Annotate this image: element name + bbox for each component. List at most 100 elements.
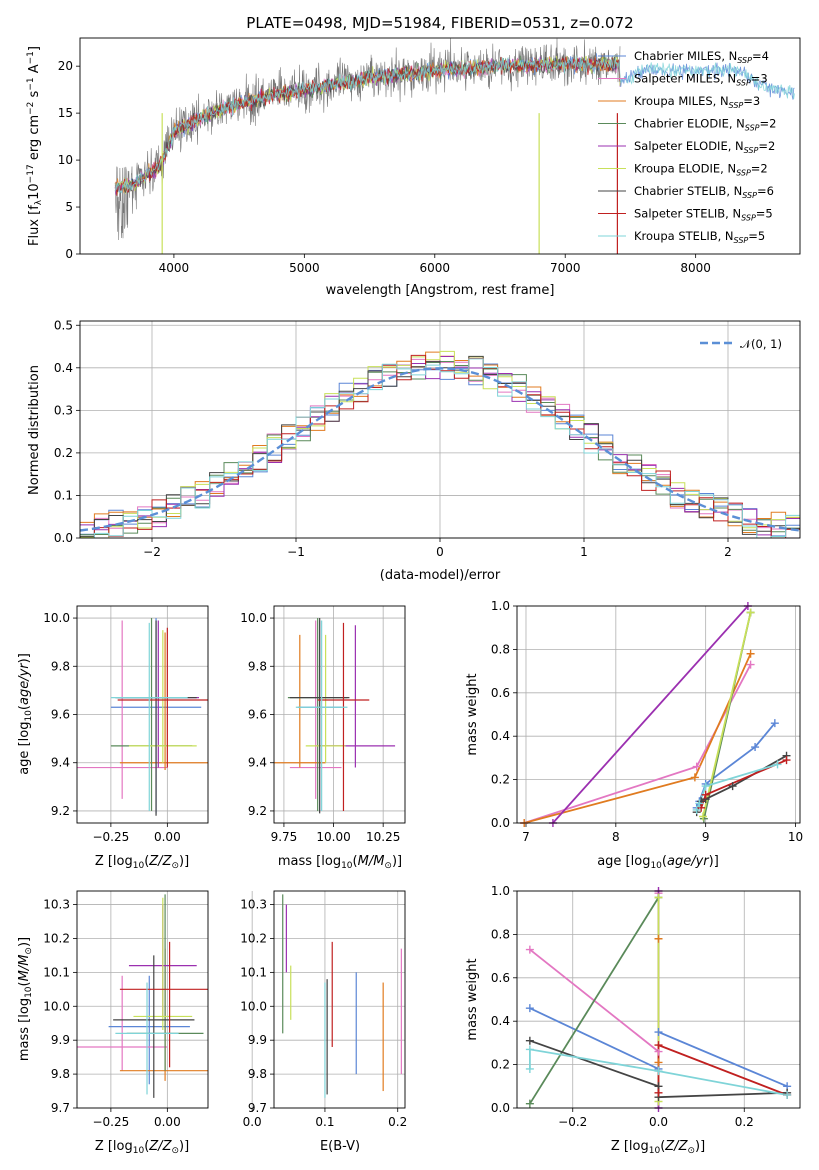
- y-tick-label: 9.6: [51, 708, 70, 722]
- label-part: 10: [650, 861, 662, 871]
- series-line-kroupa-stelib: [695, 763, 778, 811]
- y-tick-label: 0: [65, 247, 73, 261]
- chart-mass_vs_EBV: 0.0 0.1 0.2 9.7 9.8 9.9 10.0 10.1 10.2 10.3 E(B-V): [240, 890, 407, 1154]
- y-tick-label: 10.3: [240, 898, 267, 912]
- y-tick-label: 9.8: [51, 659, 70, 673]
- legend-nssp: =3: [751, 72, 768, 86]
- series-marker: [698, 812, 707, 821]
- y-tick-label: 9.4: [51, 756, 70, 770]
- x-tick-label: 6000: [420, 261, 451, 275]
- y-tick-label: 10.3: [43, 898, 70, 912]
- y-tick-label: 0.4: [491, 1014, 510, 1028]
- y-tick-label: 9.8: [248, 1067, 267, 1081]
- legend-label: Salpeter ELODIE, NSSP=2: [634, 139, 775, 155]
- x-tick-label: 5000: [289, 261, 320, 275]
- legend-nssp: =6: [757, 184, 774, 198]
- legend-model: Kroupa ELODIE, N: [634, 162, 736, 176]
- legend-nssp: =2: [760, 117, 777, 131]
- label-part: 10: [24, 710, 34, 722]
- x-tick-label: 0: [436, 545, 444, 559]
- legend-nssp: =4: [752, 49, 769, 63]
- label-part: age/yr: [17, 662, 32, 705]
- y-tick-label: 1.0: [491, 884, 510, 898]
- y-tick-label: 9.9: [51, 1033, 70, 1047]
- legend-sub: SSP: [736, 79, 751, 88]
- y-tick-label: 10.1: [240, 965, 267, 979]
- y-tick-label: 0.0: [54, 531, 73, 545]
- label-part: 10: [341, 861, 353, 871]
- label-part: (: [353, 854, 358, 869]
- chart-age_vs_mass: 9.75 10.00 10.25 9.2 9.4 9.6 9.8 10.0 mass [log1…: [240, 605, 406, 871]
- label-part: −1: [26, 77, 36, 90]
- label-part: Z [log: [95, 1139, 133, 1154]
- series-marker: [746, 660, 755, 669]
- series-marker: [654, 1067, 663, 1076]
- label-part: Z [log: [95, 854, 133, 869]
- series-marker: [770, 719, 779, 728]
- series-marker: [692, 762, 701, 771]
- legend-nssp: =5: [756, 207, 773, 221]
- series-line-kroupa-miles: [523, 653, 752, 823]
- chart-spectrum: 4000 5000 6000 7000 8000 0 5 10 15 20 Chabrier MIL…: [26, 37, 801, 298]
- y-tick-label: 9.2: [51, 804, 70, 818]
- x-tick-label: 0.0: [243, 1115, 262, 1129]
- label-part: )]: [709, 854, 719, 869]
- y-tick-label: 0.8: [491, 927, 510, 941]
- label-part: 10: [24, 986, 34, 998]
- plot-area: [529, 891, 788, 1108]
- label-part: (: [144, 1139, 149, 1154]
- label-part: λ: [34, 199, 44, 205]
- x-tick-label: −0.25: [92, 830, 129, 844]
- x-tick-label: 0.0: [649, 1115, 668, 1129]
- legend-nssp: =5: [748, 229, 765, 243]
- label-part: −17: [26, 164, 36, 183]
- x-tick-label: 0.1: [315, 1115, 334, 1129]
- series-line-salpeter-stelib: [657, 1043, 788, 1096]
- plot-area: [77, 894, 208, 1098]
- series-marker: [690, 773, 699, 782]
- model-spectrum-salpeter-stelib: [114, 56, 621, 196]
- legend-model: Chabrier MILES, N: [634, 49, 737, 63]
- plot-area: [80, 350, 800, 538]
- legend-sub: SSP: [745, 124, 760, 133]
- y-tick-label: 0.2: [491, 773, 510, 787]
- label-part: Z/Z: [148, 854, 172, 869]
- legend-sub: SSP: [729, 101, 744, 110]
- axes-frame: [76, 890, 209, 1109]
- plot-area: [274, 618, 396, 814]
- series-marker: [697, 803, 706, 812]
- y-tick-label: 9.8: [51, 1067, 70, 1081]
- x-axis-label: wavelength [Angstrom, rest frame]: [326, 283, 555, 298]
- y-tick-label: 0.8: [491, 642, 510, 656]
- y-tick-label: 1.0: [491, 599, 510, 613]
- legend-model: Kroupa MILES, N: [634, 94, 729, 108]
- series-marker: [525, 945, 534, 954]
- y-tick-label: 0.2: [491, 1058, 510, 1072]
- y-tick-label: 10.0: [43, 999, 70, 1013]
- chart-mass_vs_Z: −0.25 0.00 9.7 9.8 9.9 10.0 10.1 10.2 10.3 Z [log…: [17, 890, 209, 1156]
- series-marker: [654, 893, 663, 902]
- legend-model: Chabrier ELODIE, N: [634, 117, 745, 131]
- label-part: 10: [649, 1146, 661, 1156]
- legend-model: Salpeter MILES, N: [634, 72, 736, 86]
- x-tick-label: 2: [724, 545, 732, 559]
- label-part: )]: [392, 854, 402, 869]
- chart-massweight_vs_Z: −0.2 0.0 0.2 0.0 0.2 0.4 0.6 0.8 1.0 Z [log10(Z/Z…: [465, 884, 801, 1156]
- legend-model: Salpeter STELIB, N: [634, 207, 741, 221]
- label-part: (: [17, 705, 32, 710]
- series-marker: [701, 790, 710, 799]
- series-marker: [525, 1004, 534, 1013]
- series-line-salpeter-elodie: [552, 606, 749, 823]
- legend-label: 𝒩(0, 1): [740, 337, 782, 351]
- series-line-kroupa-elodie: [702, 612, 752, 817]
- y-tick-label: 10.2: [43, 931, 70, 945]
- x-axis-label: (data-model)/error: [380, 568, 501, 583]
- legend-model: Kroupa STELIB, N: [634, 229, 734, 243]
- label-part: Z/Z: [664, 1139, 688, 1154]
- legend-sub: SSP: [741, 214, 756, 223]
- label-part: 10: [27, 183, 42, 200]
- label-part: ⊙: [171, 1146, 179, 1156]
- legend-sub: SSP: [737, 56, 752, 65]
